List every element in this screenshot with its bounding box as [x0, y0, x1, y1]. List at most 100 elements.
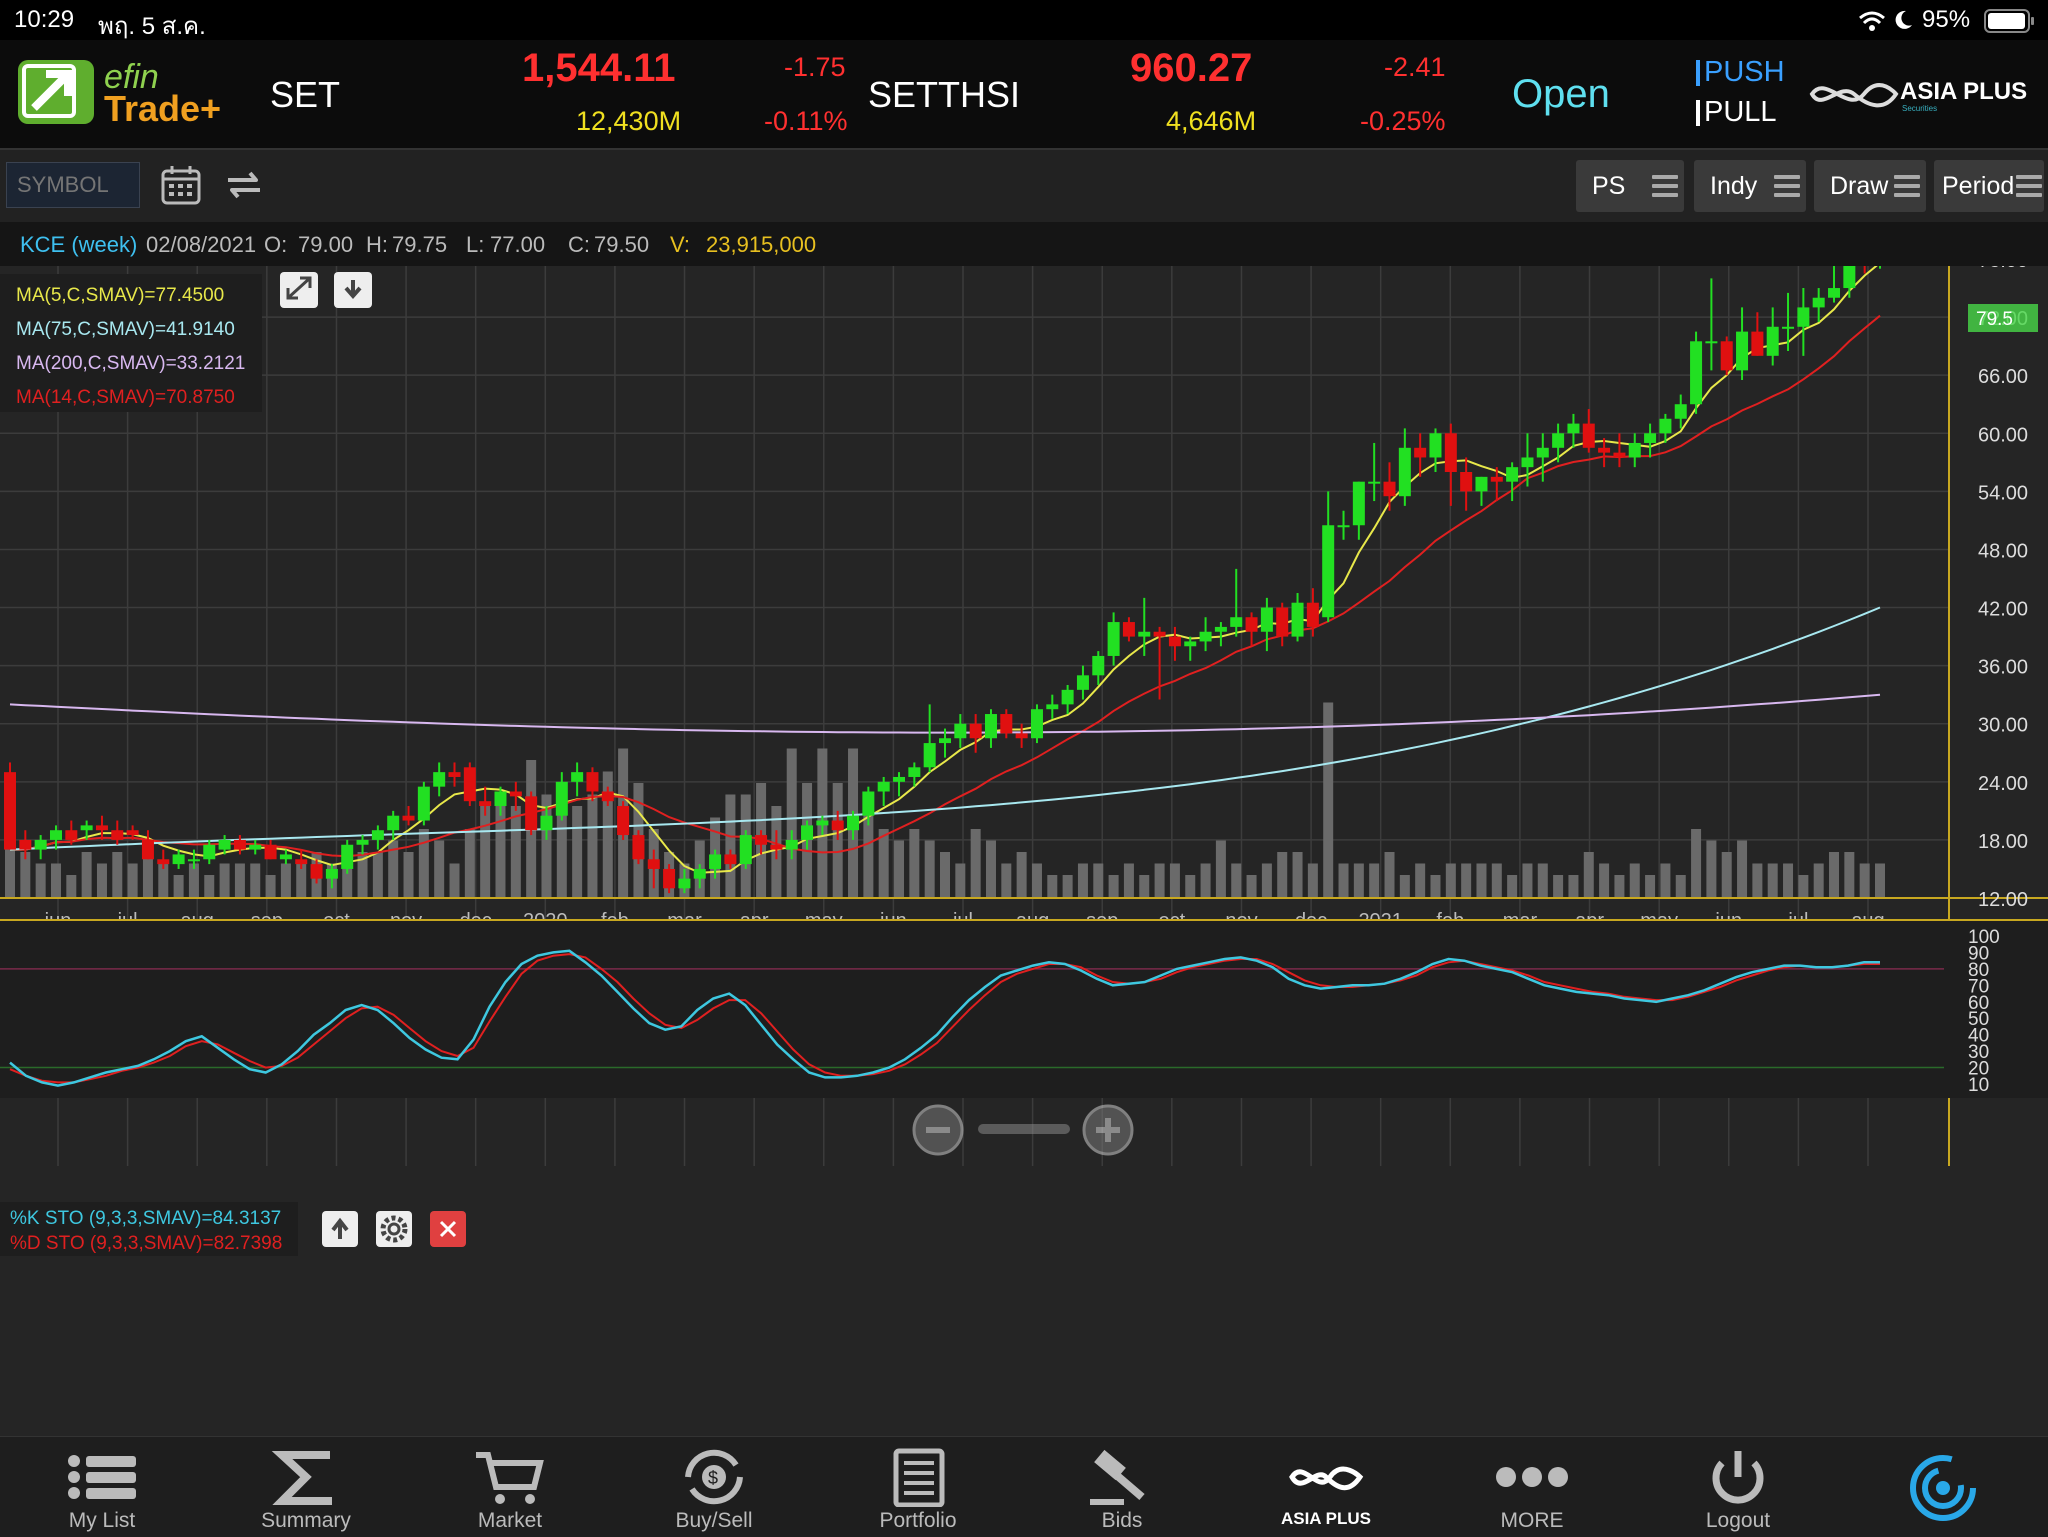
push-toggle[interactable]: PUSH	[1704, 56, 1785, 88]
volume-bar	[495, 806, 506, 898]
candle-down	[157, 859, 170, 865]
volume-bar	[1491, 863, 1502, 898]
sto-legend-item: %D STO (9,3,3,SMAV)=82.7398	[10, 1233, 282, 1254]
volume-bar	[602, 771, 613, 898]
sto-tick-label: 80	[1968, 960, 1989, 981]
symbol-input[interactable]	[6, 162, 140, 208]
candle-down	[126, 830, 139, 836]
price-tick-label: 18.00	[1978, 831, 2028, 853]
indy-button[interactable]: Indy	[1694, 160, 1806, 212]
candle-up	[1230, 617, 1243, 627]
volume-bar	[1660, 863, 1671, 898]
calendar-icon[interactable]	[160, 164, 202, 206]
tab-portfolio[interactable]: Portfolio	[816, 1437, 1020, 1537]
volume-bar	[81, 852, 92, 898]
pull-toggle[interactable]: PULL	[1704, 96, 1777, 128]
candle-up	[1705, 341, 1718, 344]
candle-down	[617, 806, 630, 836]
candle-up	[1429, 433, 1442, 458]
tab-market[interactable]: Market	[408, 1437, 612, 1537]
download-icon[interactable]	[334, 272, 372, 308]
candle-down	[1490, 476, 1503, 482]
volume-bar	[1384, 852, 1395, 898]
candle-up	[1506, 467, 1519, 482]
volume-bar	[418, 829, 429, 898]
volume-bar	[587, 794, 598, 898]
candle-down	[19, 839, 32, 850]
candle-up	[34, 839, 47, 850]
price-tick-label: 24.00	[1978, 773, 2028, 795]
gear-icon[interactable]	[376, 1211, 412, 1247]
volume-bar	[786, 748, 797, 898]
close-icon[interactable]	[430, 1211, 466, 1247]
candle-up	[1061, 689, 1074, 705]
ma14-line	[10, 314, 1881, 858]
price-tick-label: 48.00	[1978, 540, 2028, 562]
zoom-out-icon[interactable]	[912, 1104, 964, 1156]
draw-button[interactable]: Draw	[1814, 160, 1926, 212]
ps-button[interactable]: PS	[1576, 160, 1684, 212]
volume-bar	[1752, 863, 1763, 898]
volume-bar	[188, 863, 199, 898]
index2-name[interactable]: SETTHSI	[868, 74, 1021, 115]
refresh-icon[interactable]	[222, 166, 266, 204]
sto-tick-label: 100	[1968, 927, 2000, 948]
tab-label: Market	[477, 1509, 543, 1532]
price-tick-label: 42.00	[1978, 599, 2028, 621]
candle-down	[1153, 631, 1166, 637]
candle-up	[939, 738, 951, 744]
volume-bar	[1859, 863, 1870, 898]
price-tick-label: 66.00	[1978, 366, 2028, 388]
period-button[interactable]: Period	[1934, 160, 2044, 212]
tab-asia-plus[interactable]: ASIA PLUS	[1224, 1437, 1428, 1537]
candle-up	[371, 830, 384, 840]
expand-icon[interactable]	[280, 272, 318, 308]
candle-down	[632, 835, 645, 860]
volume-bar	[1399, 875, 1410, 898]
candle-up	[325, 868, 338, 879]
candle-down	[463, 767, 476, 802]
candle-down	[402, 815, 415, 821]
price-tick-label: 30.00	[1978, 715, 2028, 737]
broker-name: ASIA PLUS	[1900, 78, 2028, 105]
tab-buy-sell[interactable]: $ Buy/Sell	[612, 1437, 816, 1537]
volume-bar	[1430, 875, 1441, 898]
volume-bar	[1277, 852, 1288, 898]
candle-up	[923, 743, 936, 768]
tab-summary[interactable]: Summary	[204, 1437, 408, 1537]
volume-bar	[96, 863, 107, 898]
move-up-icon[interactable]	[322, 1211, 358, 1247]
price-chart[interactable]: 12.00 18.00 24.00 30.00 36.00 42.00 48.00 54.00…	[0, 266, 2048, 1436]
candle-up	[1628, 442, 1641, 458]
volume-bar	[1047, 875, 1058, 898]
volume-bar	[1798, 875, 1809, 898]
sto-legend-box	[0, 1202, 298, 1256]
last-price-tag: 79.5	[1968, 304, 2038, 332]
price-tick-label: 78.00	[1978, 266, 2028, 272]
ma75-line	[9, 606, 1881, 851]
candle-up	[1398, 447, 1411, 497]
index1-name[interactable]: SET	[270, 74, 341, 115]
tab-bids[interactable]: Bids	[1020, 1437, 1224, 1537]
volume-bar	[1139, 875, 1150, 898]
candle-up	[1138, 631, 1151, 637]
candle-up	[693, 868, 706, 879]
info-close: 79.50	[594, 232, 650, 257]
assistant-icon[interactable]	[1908, 1453, 1978, 1523]
zoom-in-icon[interactable]	[1082, 1104, 1134, 1156]
volume-bar	[296, 863, 307, 898]
volume-bar	[1568, 875, 1579, 898]
tab-my-list[interactable]: My List	[0, 1437, 204, 1537]
candle-up	[1766, 326, 1779, 356]
candle-down	[755, 835, 768, 845]
tab-logout[interactable]: Logout	[1636, 1437, 1840, 1537]
zoom-slider[interactable]	[978, 1124, 1070, 1134]
volume-bar	[924, 840, 935, 898]
menu-icon	[1894, 175, 1920, 197]
price-axis: 12.00 18.00 24.00 30.00 36.00 42.00 48.00 54.00…	[0, 266, 2048, 1166]
tab-label: Portfolio	[879, 1509, 957, 1532]
volume-bar	[1169, 863, 1180, 898]
candle-down	[1613, 452, 1626, 458]
tab-more[interactable]: MORE	[1430, 1437, 1634, 1537]
volume-bar	[1185, 875, 1196, 898]
